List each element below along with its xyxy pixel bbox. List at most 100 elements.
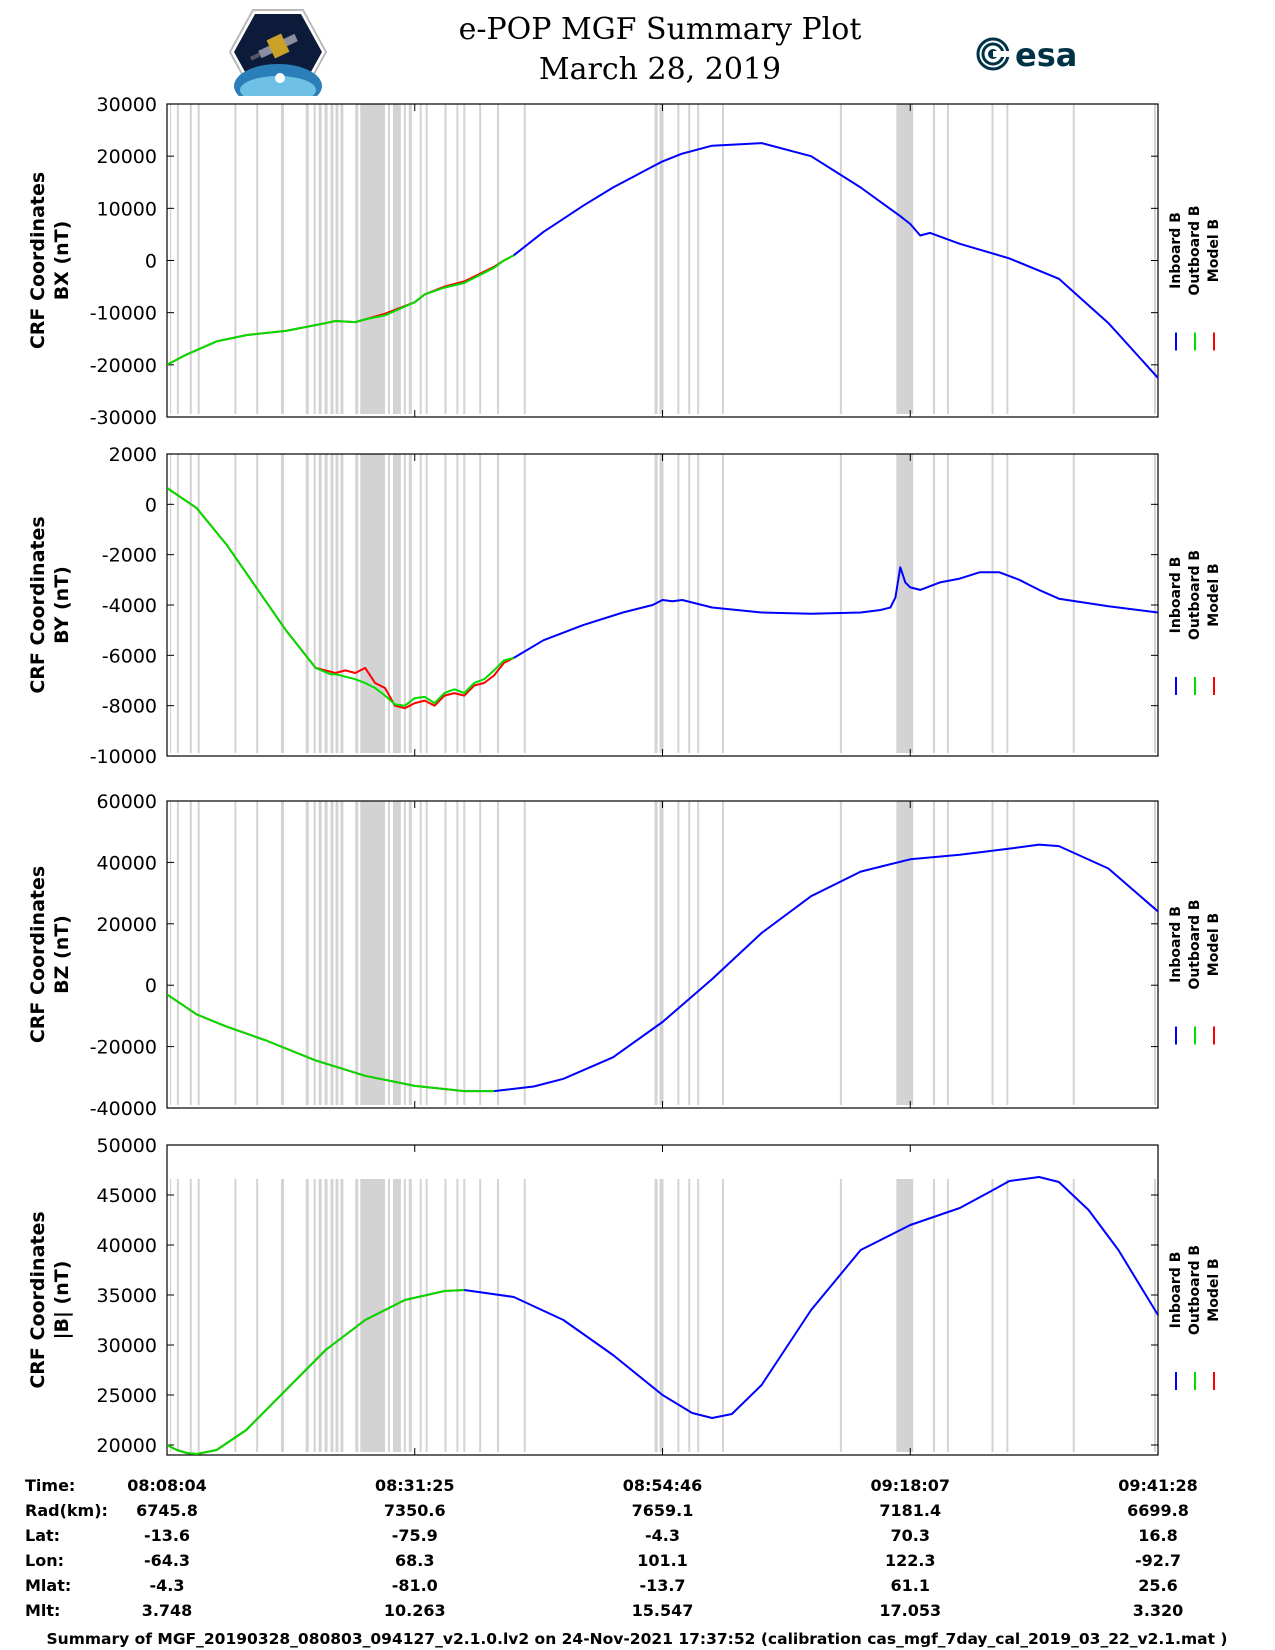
data-gap-band <box>280 801 284 1105</box>
data-gap-band <box>688 1179 691 1452</box>
ephemeris-value: 122.3 <box>885 1551 936 1570</box>
data-gap-band <box>933 801 936 1105</box>
ephemeris-value: 3.748 <box>142 1601 193 1620</box>
legend-label: Model B <box>1206 913 1222 976</box>
data-gap-band <box>280 454 284 753</box>
data-gap-band <box>189 104 192 414</box>
ephemeris-value: 61.1 <box>891 1576 930 1595</box>
data-gap-band <box>256 801 259 1105</box>
y-tick-label: -30000 <box>90 407 157 429</box>
data-gap-band <box>408 801 412 1105</box>
data-gap-band <box>1006 454 1009 753</box>
data-gap-band <box>330 801 334 1105</box>
data-gap-band <box>318 104 322 414</box>
legend-label: Model B <box>1206 219 1222 282</box>
data-gap-band <box>318 1179 322 1452</box>
data-gap-band <box>392 1179 401 1452</box>
data-gap-band <box>1006 801 1009 1105</box>
data-gap-band <box>360 454 386 753</box>
data-gap-band <box>425 801 428 1105</box>
y-tick-label: -6000 <box>102 645 157 667</box>
y-axis-unit-label: BX (nT) <box>51 221 73 301</box>
data-gap-band <box>1072 104 1075 414</box>
data-gap-band <box>946 801 949 1105</box>
data-gap-band <box>419 104 422 414</box>
ephemeris-value: 101.1 <box>637 1551 688 1570</box>
data-gap-band <box>523 454 526 753</box>
series-line-inboard <box>513 566 1158 659</box>
data-gap-band <box>839 104 842 414</box>
ephemeris-row-label: Mlat: <box>25 1576 71 1595</box>
data-gap-band <box>330 454 334 753</box>
data-gap-band <box>176 1179 179 1452</box>
data-gap-band <box>1154 454 1157 753</box>
data-gap-band <box>1154 1179 1157 1452</box>
data-gap-band <box>479 1179 482 1452</box>
series-group <box>167 142 1158 379</box>
y-axis-label: CRF Coordinates <box>27 866 49 1043</box>
data-gap-band <box>497 454 499 753</box>
legend-label: Inboard B <box>1168 1252 1184 1329</box>
data-gap-band <box>1072 1179 1075 1452</box>
y-axis-label: CRF Coordinates <box>27 516 49 693</box>
series-group <box>167 487 1158 710</box>
data-gap-band <box>896 801 914 1105</box>
data-gap-band <box>408 1179 412 1452</box>
ephemeris-value: -64.3 <box>144 1551 190 1570</box>
data-gap-band <box>313 1179 316 1452</box>
data-gap-band <box>933 1179 936 1452</box>
ephemeris-value: 08:08:04 <box>127 1476 207 1495</box>
data-gap-band <box>387 454 390 753</box>
ephemeris-value: -81.0 <box>392 1576 438 1595</box>
data-gap-band <box>1072 801 1075 1105</box>
y-tick-label: -20000 <box>90 355 157 377</box>
data-gap-band <box>330 1179 334 1452</box>
ephemeris-value: 25.6 <box>1138 1576 1177 1595</box>
data-gap-band <box>523 1179 526 1452</box>
data-gap-band <box>721 1179 724 1452</box>
data-gap-band <box>444 801 447 1105</box>
data-gap-band <box>189 1179 192 1452</box>
y-tick-label: 35000 <box>97 1285 157 1307</box>
ephemeris-value: -92.7 <box>1135 1551 1181 1570</box>
data-gap-band <box>197 1179 200 1452</box>
data-gap-band <box>318 801 322 1105</box>
ephemeris-value: 15.547 <box>632 1601 694 1620</box>
y-tick-label: 0 <box>145 975 157 997</box>
data-gap-band <box>189 801 192 1105</box>
data-gap-band <box>419 454 422 753</box>
data-gap-band <box>463 104 466 414</box>
data-gap-band <box>403 801 406 1105</box>
data-gap-band <box>387 104 390 414</box>
ephemeris-value: 10.263 <box>384 1601 446 1620</box>
data-gap-band <box>659 1179 664 1452</box>
series-line-inboard <box>513 142 1158 379</box>
data-gap-band <box>1154 801 1157 1105</box>
data-gap-band <box>425 104 428 414</box>
series-line-outboard <box>167 487 515 707</box>
data-gap-band <box>425 1179 428 1452</box>
ephemeris-value: 7659.1 <box>632 1501 694 1520</box>
series-group <box>167 1176 1158 1455</box>
ephemeris-value: 7350.6 <box>384 1501 446 1520</box>
y-tick-label: 45000 <box>97 1185 157 1207</box>
ephemeris-row-label: Lat: <box>25 1526 60 1545</box>
ephemeris-table: Time: Rad(km): Lat: Lon: Mlat: Mlt: 08:08:04 67… <box>25 1476 1198 1620</box>
data-gap-band <box>280 1179 284 1452</box>
data-gap-band <box>360 801 386 1105</box>
data-gap-band <box>392 801 401 1105</box>
y-tick-label: 20000 <box>97 146 157 168</box>
data-gap-band <box>654 104 658 414</box>
data-gap-band <box>387 801 390 1105</box>
ephemeris-value: -75.9 <box>392 1526 438 1545</box>
data-gap-band <box>169 454 172 753</box>
data-gap-band <box>176 104 179 414</box>
series-line-inboard <box>493 843 1158 1093</box>
data-gap-band <box>340 801 344 1105</box>
data-gap-band <box>688 104 691 414</box>
data-gap-band <box>197 801 200 1105</box>
data-gap-band <box>479 801 482 1105</box>
data-gap-band <box>403 104 406 414</box>
data-gap-band <box>234 1179 237 1452</box>
